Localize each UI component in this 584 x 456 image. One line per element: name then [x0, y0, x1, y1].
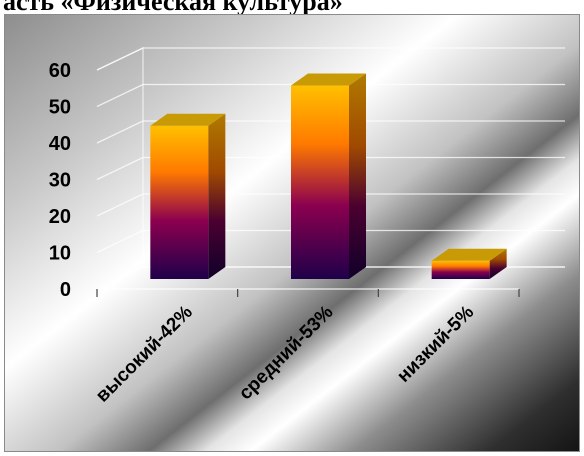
- bar-chart: 0 10 20 30 40 50 60 высокий-42% средний-53% низк…: [49, 46, 565, 407]
- bar-side: [208, 113, 226, 279]
- gridlines: [96, 47, 565, 297]
- y-tick-label: 0: [60, 279, 71, 301]
- x-tick-label: высокий-42%: [92, 302, 197, 407]
- gridline: [96, 193, 565, 217]
- bar-top: [291, 73, 366, 86]
- y-tick-label: 50: [49, 97, 71, 119]
- bar: [150, 113, 226, 279]
- y-tick-label: 30: [49, 170, 71, 192]
- x-tick-label: низкий-5%: [393, 302, 478, 387]
- chart-area: 0 10 20 30 40 50 60 высокий-42% средний-53% низк…: [4, 14, 580, 452]
- gridline: [96, 83, 565, 108]
- y-tick-label: 10: [49, 243, 71, 265]
- bar-side: [489, 248, 507, 279]
- bar-top: [150, 113, 226, 126]
- page-title: асть «Физическая культура»: [3, 0, 343, 16]
- gridline: [96, 120, 565, 144]
- gridline: [96, 156, 565, 181]
- bar-side: [349, 73, 366, 279]
- bar: [431, 248, 507, 279]
- y-tick-label: 60: [49, 60, 71, 82]
- gridline: [96, 47, 565, 71]
- y-tick-label: 20: [49, 206, 71, 228]
- y-axis-ticks: 0 10 20 30 40 50 60: [49, 60, 71, 301]
- bar-front: [150, 125, 209, 279]
- x-tick-label: средний-53%: [235, 302, 338, 405]
- gridline: [96, 229, 565, 254]
- gridline: [96, 266, 565, 290]
- bars: [150, 73, 507, 279]
- bar-front: [431, 260, 490, 279]
- bar-front: [291, 85, 349, 279]
- x-axis-ticks: высокий-42% средний-53% низкий-5%: [92, 302, 478, 407]
- bar-top: [431, 248, 507, 261]
- bar: [291, 73, 366, 279]
- y-tick-label: 40: [49, 133, 71, 155]
